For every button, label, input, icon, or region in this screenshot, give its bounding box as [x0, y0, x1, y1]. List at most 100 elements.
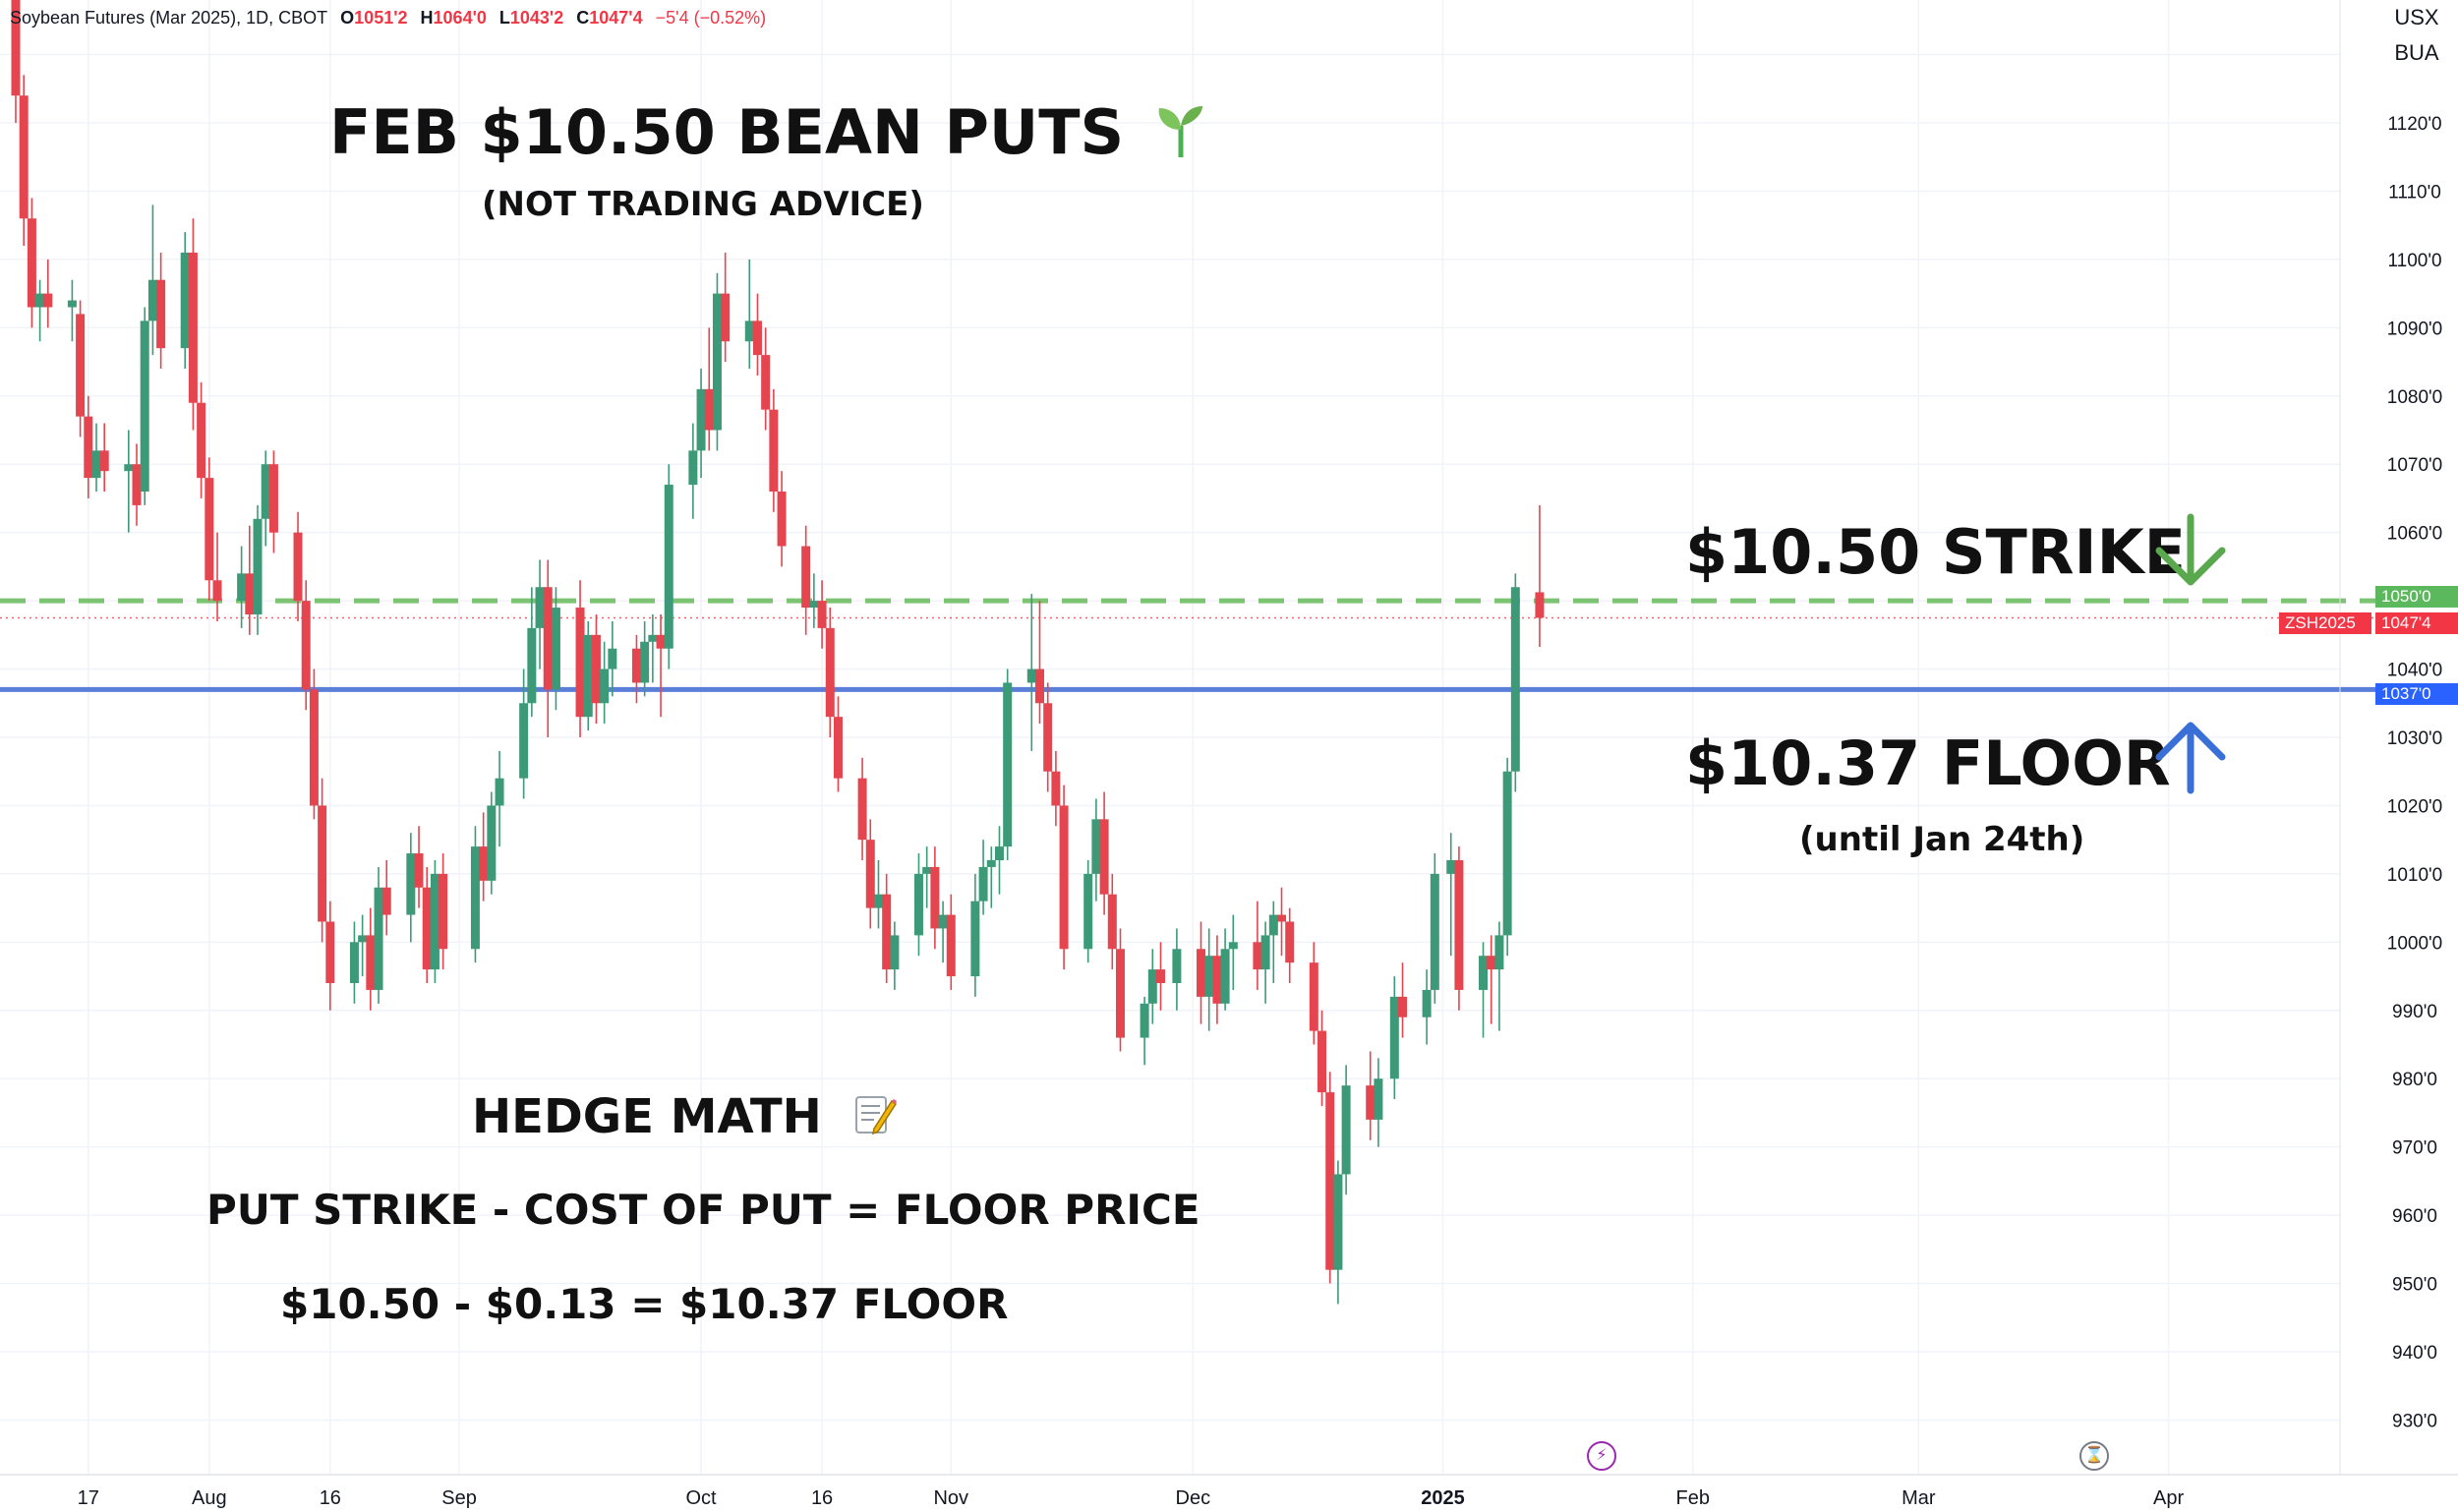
candle [930, 846, 940, 950]
candle [1147, 949, 1157, 1024]
candle [777, 471, 787, 567]
candle-body [1026, 669, 1036, 683]
candle-body [938, 914, 948, 929]
candle-body [1156, 969, 1165, 983]
candle [1309, 942, 1318, 1045]
candle [890, 921, 900, 990]
calc-text: $10.50 - $0.13 = $10.37 FLOOR [280, 1280, 1009, 1328]
candle [648, 614, 658, 683]
candle-body [1197, 949, 1206, 997]
candle-body [124, 464, 134, 472]
y-tick-label: 1110'0 [2388, 182, 2441, 203]
candle-body [1510, 587, 1520, 772]
candle [91, 423, 101, 492]
candle [140, 307, 149, 505]
candle [470, 826, 480, 963]
candle-body [1430, 873, 1439, 990]
candle [1389, 976, 1399, 1100]
y-tick-label: 990'0 [2392, 1002, 2437, 1022]
candle [551, 587, 560, 711]
headline-text: FEB $10.50 BEAN PUTS [329, 96, 1125, 168]
candle [721, 252, 731, 363]
unit-label[interactable]: BUA [2394, 40, 2439, 65]
candle-body [188, 252, 198, 403]
candle-body [575, 608, 585, 718]
candle-body [406, 853, 416, 915]
candle [1212, 935, 1222, 1024]
candle [1003, 669, 1013, 860]
candle-body [1317, 1030, 1327, 1093]
candle-body [132, 464, 142, 505]
candle-body [1260, 935, 1270, 970]
y-tick-label: 980'0 [2392, 1070, 2437, 1090]
candle-body [527, 627, 537, 704]
candle [268, 450, 278, 553]
candle [817, 580, 827, 649]
y-tick-label: 1100'0 [2387, 251, 2441, 271]
candle-body [696, 388, 706, 451]
candle [656, 614, 666, 718]
candle [27, 198, 36, 328]
y-tick-label: 1020'0 [2387, 796, 2442, 817]
hourglass-event-icon[interactable]: ⌛ [2079, 1441, 2109, 1471]
price-badge: 1047'4 [2375, 612, 2458, 634]
candle-body [1366, 1085, 1375, 1120]
candle [99, 423, 109, 492]
candles [11, 0, 1545, 1305]
candle-body [180, 252, 190, 349]
legend-title: Soybean Futures (Mar 2025), 1D, CBOT [10, 8, 328, 28]
candle-body [1535, 592, 1545, 618]
candle-body [147, 279, 157, 321]
y-tick-label: 1000'0 [2387, 933, 2442, 954]
candle [309, 669, 319, 820]
candle [1059, 785, 1069, 970]
candle [1494, 921, 1504, 1031]
candle-body [825, 627, 835, 718]
candle-body [1268, 914, 1278, 936]
candle [1479, 942, 1489, 1038]
candle-body [366, 935, 376, 990]
candle-body [1212, 956, 1222, 1004]
candle-body [890, 935, 900, 970]
candle-body [744, 320, 754, 342]
candle-body [1220, 949, 1230, 1004]
candle [1051, 750, 1061, 827]
candle [1374, 1058, 1383, 1147]
candle [1422, 969, 1432, 1045]
candle-body [414, 853, 424, 888]
candle-body [212, 580, 222, 602]
candle-body [1115, 949, 1125, 1038]
candle-body [551, 608, 560, 690]
x-tick-label: 17 [78, 1487, 99, 1509]
candle [527, 587, 537, 718]
candle [1277, 887, 1287, 957]
candle-body [631, 648, 641, 683]
candle [1115, 928, 1125, 1052]
x-tick-label: Apr [2153, 1487, 2184, 1509]
candle-body [1083, 873, 1093, 950]
candle [43, 259, 53, 328]
candle [1430, 853, 1439, 1004]
candle-body [76, 314, 86, 417]
candle [1107, 873, 1117, 970]
candle [84, 395, 93, 498]
candle [381, 860, 391, 936]
candle-body [978, 866, 988, 901]
arrow-down-icon [2155, 513, 2226, 586]
candle [688, 423, 698, 519]
candle [1228, 914, 1238, 990]
currency-label[interactable]: USX [2394, 5, 2439, 29]
y-tick-label: 1030'0 [2387, 728, 2442, 749]
candle-body [1398, 996, 1408, 1018]
candle-body [1487, 956, 1496, 970]
currency-unit-box[interactable]: USX BUA [2375, 0, 2458, 71]
candle [245, 525, 255, 635]
candle [318, 778, 327, 943]
y-tick-label: 1010'0 [2387, 865, 2442, 886]
candle-body [882, 894, 892, 970]
candle-body [752, 320, 762, 356]
candle [1535, 504, 1545, 647]
lightning-event-icon[interactable]: ⚡ [1587, 1441, 1616, 1471]
